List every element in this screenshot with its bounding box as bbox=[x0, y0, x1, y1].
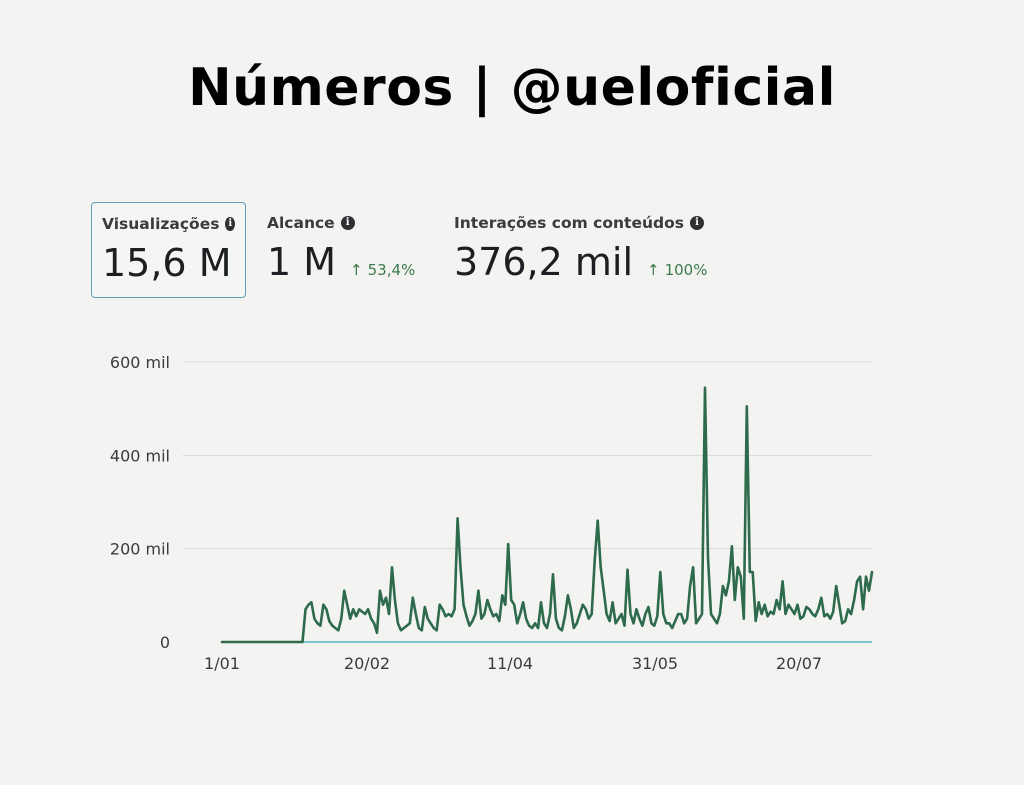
metric-card-views[interactable]: Visualizações i 15,6 M bbox=[91, 202, 246, 298]
x-tick-label: 20/07 bbox=[776, 654, 822, 673]
metric-label: Interações com conteúdos bbox=[454, 214, 684, 232]
arrow-up-icon: ↑ bbox=[350, 261, 363, 279]
metric-change: ↑ 53,4% bbox=[350, 261, 415, 279]
metric-change: ↑ 100% bbox=[647, 261, 707, 279]
metric-row: 15,6 M bbox=[102, 241, 235, 285]
metric-change-value: 53,4% bbox=[367, 261, 416, 279]
metric-label-wrap: Interações com conteúdos i bbox=[454, 214, 734, 232]
metric-card-reach[interactable]: Alcance i 1 M ↑ 53,4% bbox=[257, 202, 437, 298]
metric-row: 376,2 mil ↑ 100% bbox=[454, 240, 734, 284]
metric-row: 1 M ↑ 53,4% bbox=[267, 240, 427, 284]
metric-label-wrap: Visualizações i bbox=[102, 215, 235, 233]
metric-label: Alcance bbox=[267, 214, 335, 232]
info-icon[interactable]: i bbox=[340, 216, 355, 230]
metric-value: 1 M bbox=[267, 240, 337, 284]
metric-value: 376,2 mil bbox=[454, 240, 633, 284]
metric-value: 15,6 M bbox=[102, 241, 232, 285]
info-icon[interactable]: i bbox=[225, 217, 235, 231]
arrow-up-icon: ↑ bbox=[647, 261, 660, 279]
x-tick-label: 11/04 bbox=[487, 654, 533, 673]
y-tick-label: 200 mil bbox=[110, 540, 170, 559]
y-tick-label: 600 mil bbox=[110, 353, 170, 372]
series-line bbox=[220, 386, 874, 644]
y-tick-label: 0 bbox=[160, 633, 170, 652]
x-tick-label: 20/02 bbox=[344, 654, 390, 673]
metric-label: Visualizações bbox=[102, 215, 220, 233]
x-tick-label: 1/01 bbox=[204, 654, 240, 673]
metric-label-wrap: Alcance i bbox=[267, 214, 427, 232]
metric-card-interactions[interactable]: Interações com conteúdos i 376,2 mil ↑ 10… bbox=[444, 202, 744, 298]
x-tick-label: 31/05 bbox=[632, 654, 678, 673]
y-tick-label: 400 mil bbox=[110, 446, 170, 465]
info-icon[interactable]: i bbox=[689, 216, 704, 230]
metric-change-value: 100% bbox=[664, 261, 708, 279]
page-title: Números | @ueloficial bbox=[188, 58, 836, 118]
